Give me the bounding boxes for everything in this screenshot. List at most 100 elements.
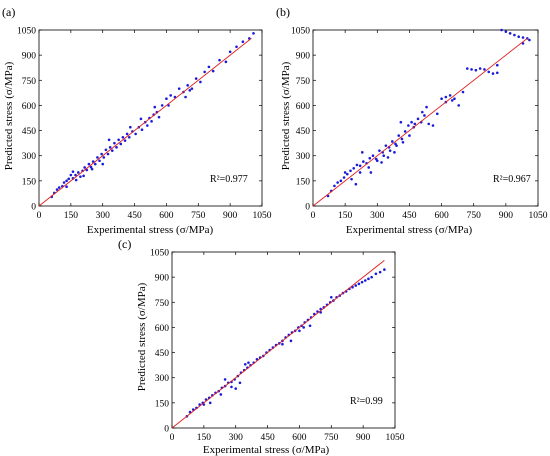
data-point (115, 146, 118, 149)
data-point (62, 181, 66, 184)
panel-label: (b) (276, 5, 290, 19)
data-point (157, 115, 161, 119)
data-point (440, 97, 443, 101)
data-point (408, 134, 411, 137)
x-tick-label: 900 (223, 211, 238, 221)
data-point (382, 154, 386, 158)
data-point (101, 162, 105, 166)
data-point (457, 104, 461, 107)
x-tick-label: 0 (311, 211, 316, 221)
data-point (110, 149, 114, 152)
data-point (113, 141, 116, 145)
data-point (407, 124, 410, 127)
data-point (65, 179, 68, 183)
data-point (87, 162, 91, 166)
data-point (371, 154, 375, 158)
x-tick-label: 300 (96, 211, 111, 221)
data-point (378, 149, 381, 152)
data-point (431, 124, 435, 127)
data-point (339, 179, 343, 183)
x-tick-label: 750 (324, 433, 339, 443)
data-point (357, 282, 361, 286)
data-point (474, 68, 478, 72)
data-point (98, 159, 101, 163)
data-point (350, 177, 353, 181)
data-point (308, 324, 312, 328)
x-tick-label: 750 (191, 211, 206, 221)
data-point (140, 128, 144, 132)
data-point (235, 45, 238, 49)
data-point (453, 97, 456, 101)
data-point (134, 132, 137, 136)
data-point (150, 120, 153, 123)
y-tick-label: 1050 (291, 27, 310, 37)
y-tick-label: 900 (155, 274, 170, 284)
data-point (355, 163, 359, 167)
x-tick-label: 1050 (253, 211, 272, 221)
data-point (390, 140, 394, 143)
x-tick-label: 0 (170, 433, 175, 443)
data-point (238, 381, 242, 385)
data-point (378, 270, 382, 274)
x-tick-label: 150 (338, 211, 353, 221)
y-tick-label: 900 (296, 52, 311, 62)
data-point (243, 363, 247, 366)
panel-b: (b) Predicted stress (σ/MPa) Experimenta… (276, 5, 548, 236)
panel-c: (c) Predicted stress (σ/MPa) Experimenta… (118, 237, 405, 456)
y-tick-label: 600 (22, 102, 37, 112)
data-point (369, 171, 373, 174)
data-point (55, 188, 59, 191)
data-point (517, 35, 521, 39)
data-point (199, 80, 202, 84)
panel-a: (a) Predicted stress (σ/MPa) Experimenta… (2, 5, 272, 236)
data-point (491, 72, 495, 75)
data-point (358, 171, 362, 174)
data-point (329, 295, 333, 299)
panel-label: (a) (2, 5, 15, 19)
x-tick-label: 1050 (529, 211, 548, 221)
data-point (211, 69, 215, 73)
data-point (420, 110, 424, 114)
data-point (207, 65, 211, 69)
data-point (495, 63, 499, 67)
data-point (423, 114, 426, 117)
data-point (427, 122, 431, 126)
data-point (367, 277, 370, 281)
data-point (100, 152, 103, 156)
data-point (281, 342, 284, 346)
data-point (380, 161, 383, 164)
data-point (234, 387, 238, 390)
data-point (247, 361, 250, 364)
data-point (487, 70, 491, 74)
data-point (363, 279, 367, 282)
y-tick-label: 600 (296, 102, 311, 112)
y-tick-label: 300 (22, 152, 37, 162)
x-tick-label: 600 (292, 433, 307, 443)
panel-label: (c) (118, 237, 131, 251)
data-point (219, 393, 223, 396)
data-point (345, 172, 349, 176)
data-point (352, 166, 356, 170)
fit-line (38, 38, 252, 207)
data-point (121, 135, 125, 139)
data-point (362, 160, 365, 163)
data-point (107, 138, 111, 142)
data-point (223, 378, 227, 381)
data-point (123, 139, 127, 142)
plot-frame (312, 29, 539, 207)
data-point (410, 120, 413, 124)
data-point (448, 94, 452, 97)
x-tick-label: 300 (370, 211, 385, 221)
data-point (208, 401, 212, 405)
data-point (241, 40, 245, 44)
y-tick-label: 300 (296, 152, 311, 162)
fit-line (171, 260, 385, 429)
y-tick-label: 450 (296, 127, 311, 137)
data-point (298, 329, 301, 333)
data-point (139, 117, 143, 121)
data-point (483, 68, 486, 71)
y-tick-label: 150 (296, 177, 311, 187)
y-axis-label: Predicted stress (σ/MPa) (3, 61, 15, 170)
y-tick-label: 750 (155, 299, 170, 309)
